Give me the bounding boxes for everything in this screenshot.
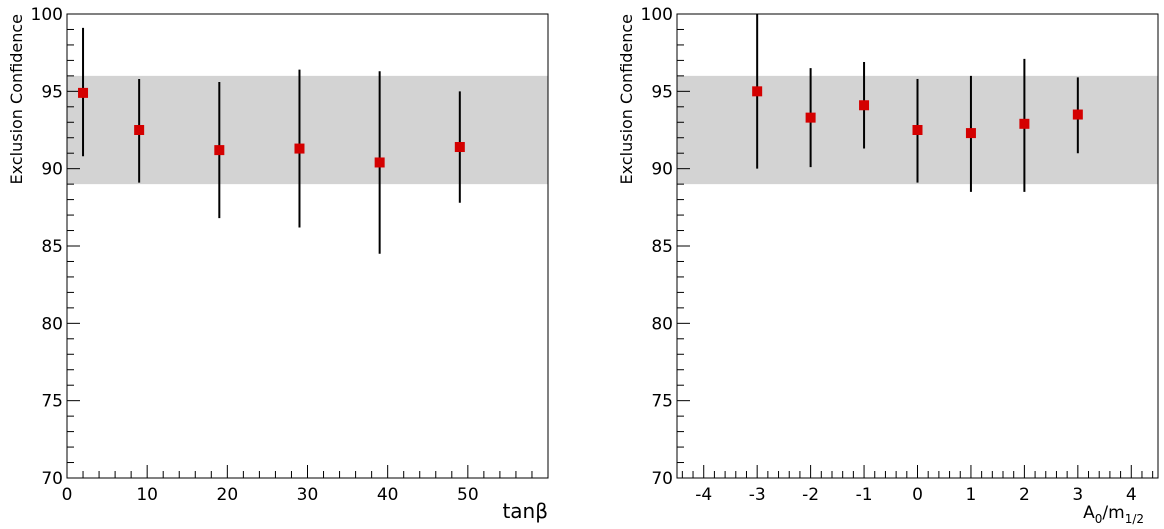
data-point xyxy=(805,68,816,168)
data-point xyxy=(134,78,145,183)
y-tick-label: 80 xyxy=(41,314,63,334)
y-axis-label: Exclusion Confidence xyxy=(617,14,636,184)
y-tick-label: 85 xyxy=(41,237,63,257)
marker xyxy=(912,125,923,135)
data-point xyxy=(752,14,763,169)
x-axis-label: tanβ xyxy=(502,499,548,523)
data-point xyxy=(454,91,465,203)
x-axis-label: A0/m1/2 xyxy=(1083,503,1144,526)
data-point xyxy=(1072,77,1083,154)
marker xyxy=(1072,109,1083,120)
data-point xyxy=(78,27,89,157)
x-tick-label: 0 xyxy=(912,485,923,505)
marker xyxy=(1019,118,1030,129)
data-point xyxy=(374,71,385,254)
y-tick-label: 70 xyxy=(651,469,673,489)
x-tick-label: 50 xyxy=(457,485,479,505)
right-panel: 70 75 80 85 90 95 100 -4 -3 -2 -1 0 1 2 3 4 Exclusion Co… xyxy=(617,5,1159,526)
y-tick-label: 75 xyxy=(651,392,673,412)
marker xyxy=(294,143,305,154)
x-tick-label: 2 xyxy=(1019,485,1030,505)
data-point xyxy=(294,69,305,228)
y-tick-label: 90 xyxy=(41,160,63,180)
y-tick-label: 95 xyxy=(651,82,673,102)
x-tick-label: -1 xyxy=(856,485,873,505)
marker xyxy=(374,157,385,168)
y-tick-label: 85 xyxy=(651,237,673,257)
x-tick-label: 0 xyxy=(62,485,73,505)
y-tick-label: 80 xyxy=(651,314,673,334)
marker xyxy=(859,100,870,111)
left-panel: 70 75 80 85 90 95 100 0 10 20 30 40 50 Exclusion Conf… xyxy=(7,5,549,523)
data-point xyxy=(859,61,870,149)
data-point xyxy=(912,78,923,183)
marker xyxy=(965,128,976,139)
y-tick-label: 90 xyxy=(651,160,673,180)
x-tick-label: 4 xyxy=(1126,485,1137,505)
x-tick-label: -3 xyxy=(749,485,766,505)
marker xyxy=(214,145,225,156)
data-point xyxy=(965,75,976,192)
marker xyxy=(805,112,816,123)
marker xyxy=(454,142,465,153)
confidence-band xyxy=(67,75,548,185)
y-axis-label: Exclusion Confidence xyxy=(7,14,26,184)
x-tick-label: 1 xyxy=(966,485,977,505)
y-tick-label: 75 xyxy=(41,392,63,412)
marker xyxy=(752,86,763,97)
y-tick-label: 100 xyxy=(641,5,673,25)
x-tick-label: 10 xyxy=(136,485,158,505)
marker xyxy=(78,87,89,98)
x-tick-label: -4 xyxy=(695,485,712,505)
y-tick-label: 95 xyxy=(41,82,63,102)
x-tick-label: 40 xyxy=(377,485,399,505)
data-point xyxy=(1019,58,1030,192)
x-tick-label: 30 xyxy=(297,485,319,505)
x-tick-label: 3 xyxy=(1072,485,1083,505)
x-tick-label: -2 xyxy=(802,485,819,505)
data-point xyxy=(214,82,225,219)
y-tick-label: 100 xyxy=(31,5,63,25)
marker xyxy=(134,125,145,135)
y-tick-label: 70 xyxy=(41,469,63,489)
x-tick-label: 20 xyxy=(217,485,239,505)
